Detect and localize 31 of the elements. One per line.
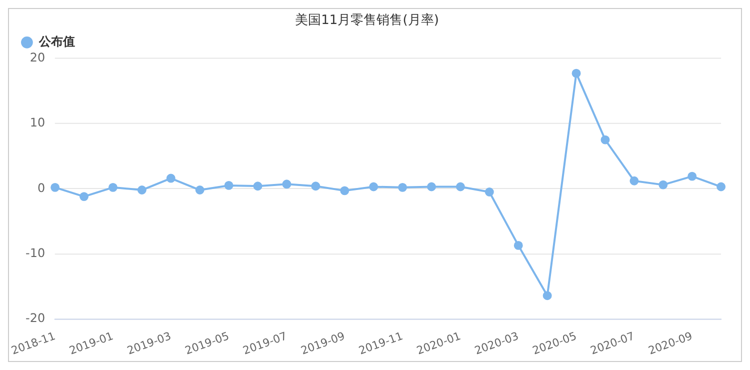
- point: [398, 182, 408, 192]
- point: [484, 188, 494, 196]
- point: [137, 186, 146, 194]
- point: [80, 192, 89, 202]
- y-tick-label: 10: [30, 116, 46, 130]
- point: [600, 135, 610, 144]
- point: [108, 182, 118, 192]
- point: [514, 240, 523, 250]
- point: [340, 186, 350, 196]
- point: [195, 186, 204, 194]
- legend-label: 公布值: [38, 34, 75, 49]
- point: [369, 182, 378, 192]
- chart-title: 美国11月零售销售(月率): [295, 12, 439, 28]
- point: [630, 176, 639, 186]
- y-tick-label: 20: [30, 50, 46, 64]
- point: [572, 68, 581, 78]
- point: [166, 174, 176, 183]
- point: [427, 182, 436, 192]
- point: [282, 180, 292, 189]
- y-tick-label: -20: [26, 311, 46, 326]
- point: [224, 180, 234, 190]
- point: [542, 291, 552, 300]
- y-tick-label: 0: [37, 180, 46, 195]
- point: [688, 172, 697, 181]
- point: [253, 182, 262, 191]
- point: [456, 182, 465, 192]
- point: [716, 182, 726, 192]
- point: [311, 182, 320, 191]
- point: [50, 182, 60, 192]
- y-tick-label: -10: [26, 246, 46, 260]
- point: [658, 180, 668, 190]
